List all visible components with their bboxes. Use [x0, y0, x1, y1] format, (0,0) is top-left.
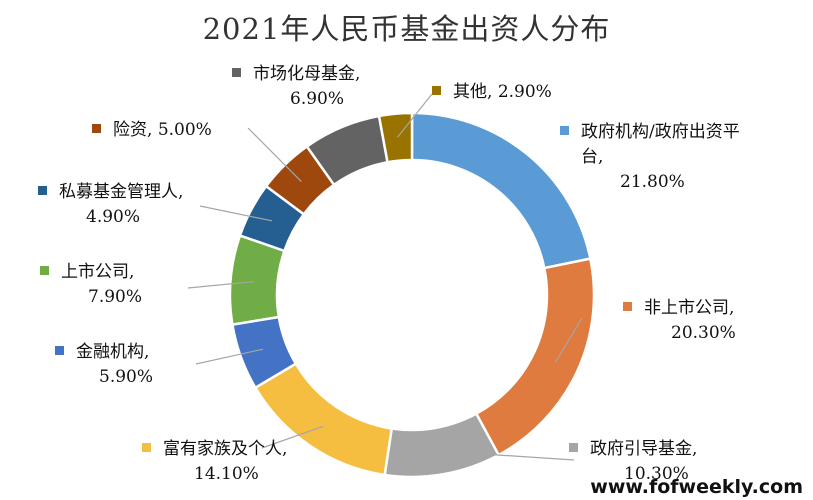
label-name-5: 上市公司, [61, 262, 135, 282]
label-swatch-4 [55, 346, 64, 355]
label-name-0: 政府机构/政府出资平台, [581, 122, 740, 167]
label-value-2: 10.30% [624, 464, 689, 484]
label-name-1: 非上市公司, [644, 298, 735, 318]
leader-line-1 [555, 317, 583, 363]
label-name-3: 富有家族及个人, [163, 439, 288, 459]
label-value-7: 5.00% [157, 120, 212, 140]
label-1: 非上市公司, 20.30% [623, 296, 736, 346]
label-swatch-2 [569, 443, 578, 452]
label-name-2: 政府引导基金, [590, 439, 698, 459]
label-name-7: 险资 [113, 120, 147, 140]
label-swatch-5 [40, 266, 49, 275]
label-swatch-8 [232, 68, 241, 77]
label-value-4: 5.90% [99, 367, 154, 387]
label-value-5: 7.90% [88, 287, 143, 307]
label-swatch-0 [560, 126, 569, 135]
leader-line-3 [261, 425, 324, 449]
label-9: 其他, 2.90% [432, 80, 552, 105]
label-value-1: 20.30% [671, 323, 736, 343]
slice-9 [377, 111, 414, 164]
leader-line-6 [199, 205, 273, 222]
label-value-6: 4.90% [86, 207, 141, 227]
leader-line-7 [247, 127, 302, 182]
label-6: 私募基金管理人, 4.90% [38, 180, 224, 227]
label-value-9: 2.90% [497, 82, 552, 102]
label-2: 政府引导基金, 10.30% [569, 437, 697, 487]
label-name-6: 私募基金管理人, [59, 182, 184, 202]
label-value-3: 14.10% [194, 464, 259, 484]
label-name-8: 市场化母基金 [253, 64, 355, 84]
label-name-9: 其他 [453, 82, 487, 102]
label-3: 富有家族及个人, 14.10% [142, 437, 313, 484]
label-5: 上市公司, 7.90% [40, 260, 142, 310]
label-value-0: 21.80% [620, 172, 685, 192]
leader-line-9 [397, 93, 433, 138]
leader-line-2 [439, 450, 575, 461]
watermark: www.fofweekly.com [590, 476, 803, 498]
label-swatch-6 [38, 186, 47, 195]
leader-line-5 [187, 280, 255, 289]
leader-line-4 [195, 348, 264, 365]
label-swatch-7 [92, 124, 101, 133]
slice-1 [474, 257, 596, 457]
label-4: 金融机构, 5.90% [55, 340, 153, 390]
slice-2 [383, 412, 501, 479]
label-swatch-3 [142, 443, 151, 452]
label-swatch-1 [623, 302, 632, 311]
label-swatch-9 [432, 86, 441, 95]
label-0: 政府机构/政府出资平台, 21.80% [560, 120, 749, 195]
chart-title: 2021年人民币基金出资人分布 [202, 12, 611, 46]
label-7: 险资, 5.00% [92, 118, 212, 143]
label-name-4: 金融机构, [76, 342, 150, 362]
label-8: 市场化母基金, 6.90% [232, 62, 360, 112]
label-value-8: 6.90% [290, 89, 345, 109]
